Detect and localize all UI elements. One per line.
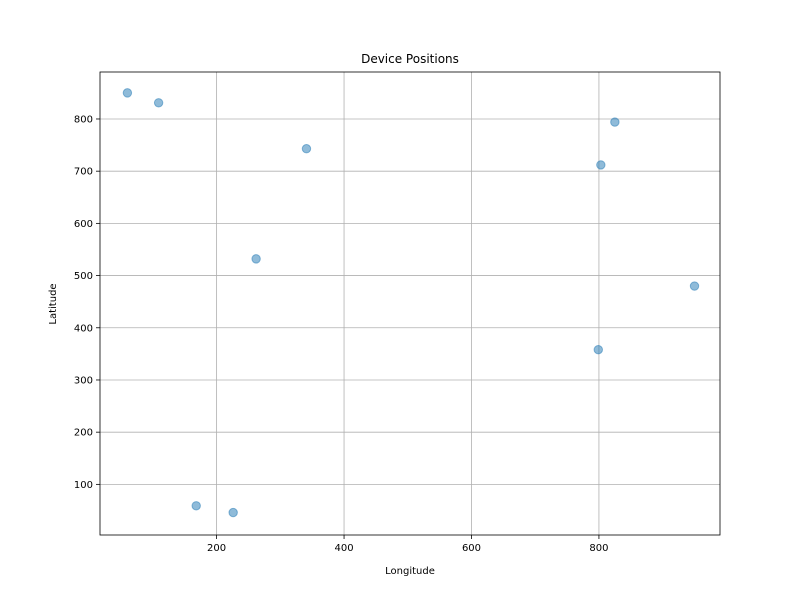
scatter-point <box>301 144 312 154</box>
x-axis-ticks: 200 400 600 800 <box>207 535 608 554</box>
scatter-point <box>153 98 164 108</box>
y-tick-label: 800 <box>74 114 93 125</box>
y-tick-label: 700 <box>74 167 93 178</box>
x-tick-label: 600 <box>462 543 481 554</box>
scatter-point <box>122 88 133 98</box>
scatter-point <box>228 507 238 518</box>
x-tick-label: 200 <box>207 543 226 554</box>
scatter-point <box>593 344 603 355</box>
scatter-point <box>596 160 606 170</box>
plot-frame <box>99 71 721 536</box>
x-axis-label: Longitude <box>385 566 435 577</box>
scatter-point <box>689 281 700 291</box>
x-tick-label: 400 <box>335 543 354 554</box>
grid-lines <box>100 72 720 535</box>
y-tick-label: 600 <box>74 219 93 230</box>
y-tick-label: 300 <box>74 375 93 386</box>
scatter-point <box>610 117 620 127</box>
scatter-point <box>251 254 261 264</box>
y-tick-label: 400 <box>74 323 93 334</box>
chart-title: Device Positions <box>361 52 459 66</box>
y-axis-ticks: 100 200 300 400 500 600 700 800 <box>74 114 100 491</box>
y-tick-label: 200 <box>74 428 93 439</box>
y-axis-label: Latitude <box>48 283 59 324</box>
data-points <box>122 88 700 518</box>
y-tick-label: 100 <box>74 480 93 491</box>
y-tick-label: 500 <box>74 271 93 282</box>
scatter-point <box>191 501 201 511</box>
x-tick-label: 800 <box>589 543 608 554</box>
